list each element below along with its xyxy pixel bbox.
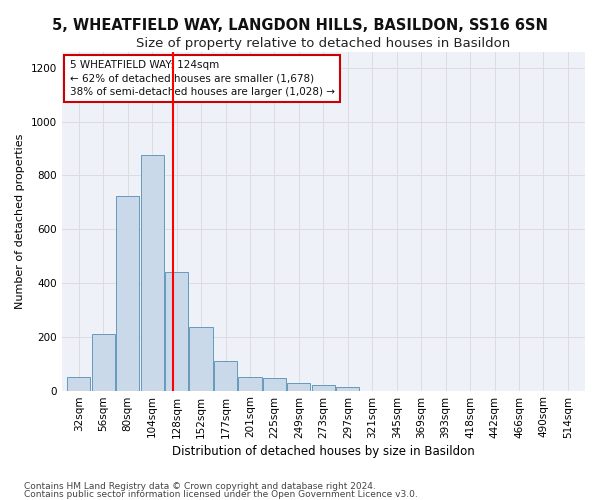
Bar — [287, 382, 310, 390]
Bar — [92, 334, 115, 390]
Bar — [312, 385, 335, 390]
Text: Contains HM Land Registry data © Crown copyright and database right 2024.: Contains HM Land Registry data © Crown c… — [24, 482, 376, 491]
Title: Size of property relative to detached houses in Basildon: Size of property relative to detached ho… — [136, 38, 511, 51]
Text: 5, WHEATFIELD WAY, LANGDON HILLS, BASILDON, SS16 6SN: 5, WHEATFIELD WAY, LANGDON HILLS, BASILD… — [52, 18, 548, 32]
Bar — [116, 196, 139, 390]
Bar — [336, 386, 359, 390]
X-axis label: Distribution of detached houses by size in Basildon: Distribution of detached houses by size … — [172, 444, 475, 458]
Text: 5 WHEATFIELD WAY: 124sqm
← 62% of detached houses are smaller (1,678)
38% of sem: 5 WHEATFIELD WAY: 124sqm ← 62% of detach… — [70, 60, 335, 96]
Bar — [165, 272, 188, 390]
Bar — [190, 328, 212, 390]
Bar — [67, 377, 91, 390]
Bar — [263, 378, 286, 390]
Bar — [238, 377, 262, 390]
Bar — [214, 361, 237, 390]
Text: Contains public sector information licensed under the Open Government Licence v3: Contains public sector information licen… — [24, 490, 418, 499]
Bar — [140, 155, 164, 390]
Y-axis label: Number of detached properties: Number of detached properties — [15, 134, 25, 309]
